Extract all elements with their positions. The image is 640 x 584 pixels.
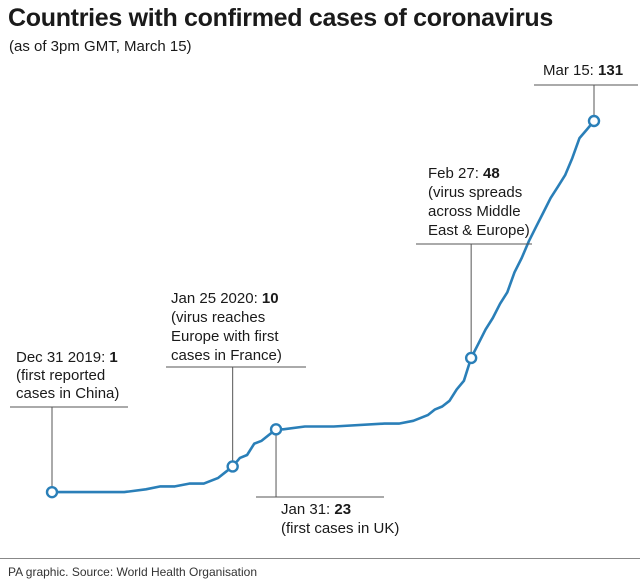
annotation-value: 23 (334, 501, 351, 518)
annotation-note: Europe with first (171, 328, 279, 345)
annotation-note: cases in France) (171, 347, 282, 364)
annotation-2020-01-31: Jan 31: 23 (first cases in UK) (256, 434, 399, 537)
data-point-2020-01-25 (226, 460, 239, 473)
data-point-2020-02-27 (464, 351, 478, 365)
chart-subtitle: (as of 3pm GMT, March 15) (9, 38, 192, 55)
data-point-2019-12-31 (45, 485, 59, 499)
annotation-note: (first reported (16, 367, 105, 384)
annotation-label: Mar 15: 131 (543, 62, 623, 79)
annotation-label: Jan 31: 23 (281, 501, 351, 518)
annotation-value: 131 (598, 62, 623, 79)
annotation-label: Feb 27: 48 (428, 165, 500, 182)
source-note: PA graphic. Source: World Health Organis… (8, 565, 258, 579)
annotation-label: Jan 25 2020: 10 (171, 290, 279, 307)
data-point-2020-03-15 (587, 114, 601, 128)
annotation-label: Dec 31 2019: 1 (16, 349, 118, 366)
data-point-2020-01-31 (269, 423, 283, 436)
annotation-note: across Middle (428, 203, 521, 220)
annotation-2020-02-27: Feb 27: 48 (virus spreads across Middle Eas… (416, 165, 532, 353)
annotation-note: East & Europe) (428, 222, 530, 239)
annotation-note: (first cases in UK) (281, 520, 399, 537)
footer-divider (0, 558, 640, 559)
annotation-date-label: Dec 31 2019: (16, 349, 109, 366)
series-line (50, 119, 596, 494)
annotation-2020-01-25: Jan 25 2020: 10 (virus reaches Europe with… (166, 290, 306, 462)
annotation-2020-03-15: Mar 15: 131 (534, 62, 638, 116)
annotation-date-label: Mar 15: (543, 62, 598, 79)
annotation-note: cases in China) (16, 385, 119, 402)
annotation-note: (virus reaches (171, 309, 265, 326)
chart-title: Countries with confirmed cases of corona… (8, 4, 553, 32)
annotation-value: 1 (109, 349, 117, 366)
annotation-date-label: Jan 31: (281, 501, 334, 518)
annotation-date-label: Feb 27: (428, 165, 483, 182)
annotation-value: 10 (262, 290, 279, 307)
annotation-date-label: Jan 25 2020: (171, 290, 262, 307)
annotation-note: (virus spreads (428, 184, 522, 201)
annotation-value: 48 (483, 165, 500, 182)
